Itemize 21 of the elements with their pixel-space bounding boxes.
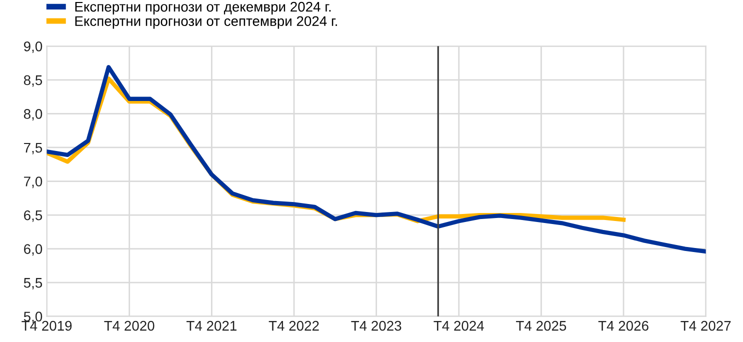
x-tick-label: T4 2026	[598, 320, 648, 331]
x-tick-label: T4 2023	[351, 320, 402, 331]
x-tick-label: T4 2024	[434, 320, 484, 331]
line-series	[46, 65, 706, 254]
x-tick-label: T4 2020	[104, 320, 154, 331]
y-tick-label: 5,0	[24, 312, 42, 324]
x-tick-label: T4 2027	[680, 320, 731, 331]
y-tick-label: 7,0	[24, 176, 42, 188]
y-tick-label: 5,5	[24, 278, 42, 290]
legend-label: Експертни прогнози от декември 2024 г.	[75, 2, 331, 14]
y-tick-label: 6,0	[24, 244, 42, 256]
x-tick-label: T4 2019	[22, 320, 72, 331]
x-tick-label: T4 2021	[186, 320, 236, 331]
x-tick-label: T4 2022	[268, 320, 319, 331]
y-tick-label: 8,5	[24, 75, 42, 87]
x-tick-label: T4 2025	[516, 320, 566, 331]
y-tick-label: 8,0	[24, 109, 42, 121]
y-tick-label: 7,5	[24, 142, 42, 154]
legend-label: Експертни прогнози от септември 2024 г.	[75, 16, 337, 29]
y-tick-label: 9,0	[24, 42, 42, 53]
y-tick-label: 6,5	[24, 210, 42, 222]
